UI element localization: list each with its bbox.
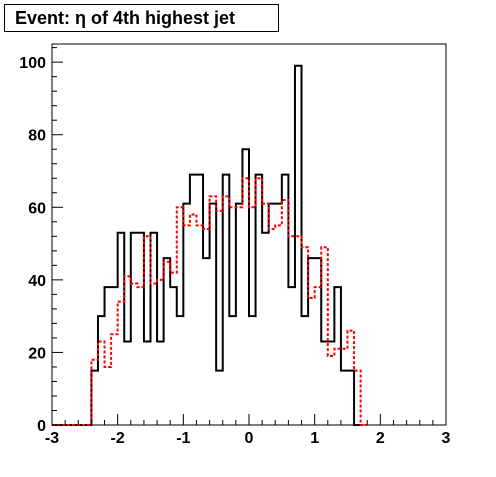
chart-title: Event: η of 4th highest jet [4, 4, 279, 32]
histogram-series-0 [52, 64, 361, 426]
histogram-series-1 [52, 177, 368, 426]
y-tick-label: 20 [28, 345, 46, 362]
y-tick-label: 80 [28, 128, 46, 145]
y-tick-label: 40 [28, 273, 46, 290]
x-tick-label: -2 [111, 430, 125, 447]
x-tick-label: 3 [442, 430, 451, 447]
y-tick-label: 60 [28, 200, 46, 217]
y-tick-label: 100 [19, 55, 46, 72]
y-tick-label: 0 [37, 418, 46, 435]
x-tick-label: 0 [245, 430, 254, 447]
x-tick-label: 1 [310, 430, 319, 447]
x-tick-label: 2 [376, 430, 385, 447]
x-tick-label: -3 [45, 430, 59, 447]
x-tick-label: -1 [176, 430, 190, 447]
